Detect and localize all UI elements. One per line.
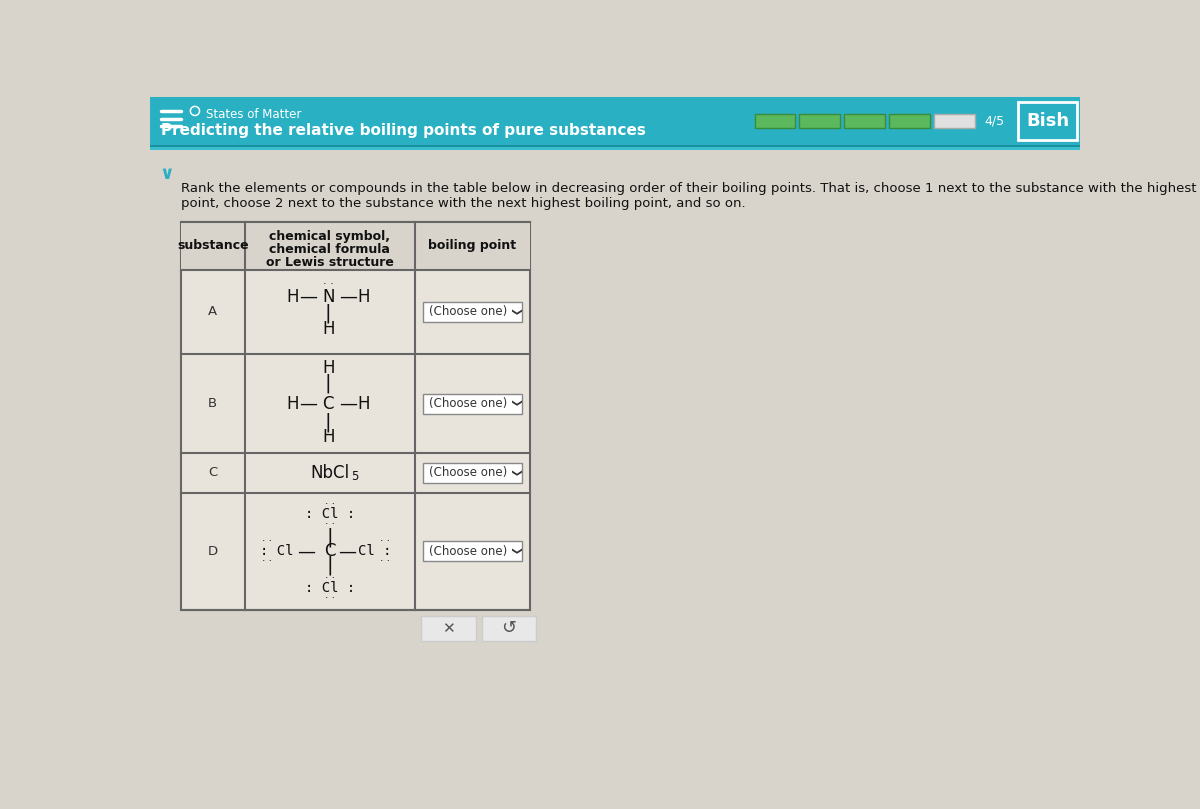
Text: (Choose one): (Choose one) — [430, 545, 508, 558]
Text: · ·: · · — [262, 536, 272, 546]
Text: boiling point: boiling point — [428, 239, 516, 252]
Text: or Lewis structure: or Lewis structure — [266, 256, 394, 269]
Text: : Cl :: : Cl : — [305, 507, 355, 522]
Bar — [150, 147, 1080, 150]
Text: —: — — [298, 542, 316, 561]
Text: ❯: ❯ — [509, 468, 520, 477]
Text: ∨: ∨ — [160, 165, 174, 183]
Text: Predicting the relative boiling points of pure substances: Predicting the relative boiling points o… — [161, 123, 646, 138]
Text: |: | — [325, 374, 331, 393]
Bar — [421, 616, 475, 641]
Bar — [422, 302, 522, 322]
Bar — [799, 114, 840, 128]
Circle shape — [191, 106, 199, 116]
Text: · ·: · · — [325, 519, 335, 529]
Text: ✕: ✕ — [442, 621, 455, 636]
Text: A: A — [209, 306, 217, 319]
Text: point, choose 2 next to the substance with the next highest boiling point, and s: point, choose 2 next to the substance wi… — [181, 197, 745, 210]
Text: N: N — [322, 287, 335, 306]
Text: H: H — [358, 395, 370, 413]
Bar — [422, 393, 522, 413]
Text: |: | — [326, 527, 334, 547]
Text: H: H — [358, 287, 370, 306]
Text: D: D — [208, 545, 218, 558]
Text: substance: substance — [176, 239, 248, 252]
Text: H: H — [287, 287, 299, 306]
Text: chemical formula: chemical formula — [269, 243, 390, 256]
Text: · ·: · · — [262, 557, 272, 566]
Bar — [422, 541, 522, 561]
Text: chemical symbol,: chemical symbol, — [269, 230, 390, 243]
Text: Rank the elements or compounds in the table below in decreasing order of their b: Rank the elements or compounds in the ta… — [181, 182, 1200, 195]
Text: (Choose one): (Choose one) — [430, 306, 508, 319]
Text: —: — — [299, 287, 317, 306]
Text: · ·: · · — [325, 574, 335, 583]
Text: H: H — [322, 320, 335, 338]
Text: NbCl: NbCl — [311, 464, 349, 482]
Text: |: | — [326, 556, 334, 575]
Text: C: C — [323, 395, 334, 413]
Text: ❯: ❯ — [509, 548, 520, 556]
Bar — [422, 463, 522, 483]
Text: ❯: ❯ — [509, 400, 520, 408]
Text: Cl :: Cl : — [358, 544, 391, 558]
Bar — [150, 145, 1080, 147]
Text: —: — — [338, 542, 356, 561]
Text: |: | — [325, 413, 331, 432]
Text: H: H — [287, 395, 299, 413]
Text: —: — — [340, 287, 358, 306]
Text: ↺: ↺ — [502, 620, 516, 637]
Text: Bish: Bish — [1026, 112, 1069, 130]
Text: H: H — [322, 429, 335, 447]
Bar — [845, 114, 884, 128]
Text: (Choose one): (Choose one) — [430, 397, 508, 410]
Text: · ·: · · — [323, 279, 334, 289]
Text: : Cl :: : Cl : — [305, 582, 355, 595]
Text: · ·: · · — [325, 499, 335, 510]
Text: ❯: ❯ — [509, 308, 520, 316]
Text: H: H — [322, 359, 335, 377]
Text: C: C — [324, 542, 336, 561]
Text: · ·: · · — [380, 536, 390, 546]
Text: —: — — [340, 395, 358, 413]
Bar — [481, 616, 536, 641]
Text: B: B — [209, 397, 217, 410]
Text: (Choose one): (Choose one) — [430, 466, 508, 480]
Text: |: | — [325, 303, 331, 324]
Bar — [889, 114, 930, 128]
Circle shape — [192, 108, 198, 114]
Bar — [755, 114, 794, 128]
Bar — [935, 114, 974, 128]
Text: · ·: · · — [380, 557, 390, 566]
Text: —: — — [299, 395, 317, 413]
Text: States of Matter: States of Matter — [206, 108, 301, 121]
Text: C: C — [208, 466, 217, 480]
Text: : Cl: : Cl — [260, 544, 294, 558]
Bar — [181, 222, 529, 610]
Text: 5: 5 — [350, 470, 359, 483]
Text: · ·: · · — [325, 593, 335, 604]
Bar — [1018, 102, 1076, 140]
Bar — [150, 97, 1080, 145]
Text: 4/5: 4/5 — [984, 114, 1004, 128]
Bar — [181, 222, 529, 269]
